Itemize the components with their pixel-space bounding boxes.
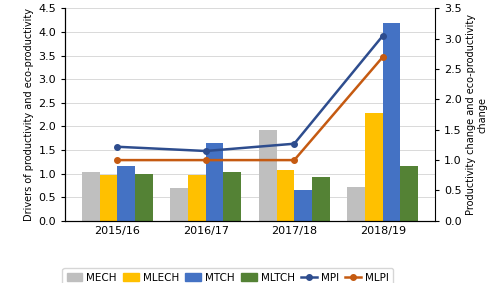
Bar (117, 166, 135, 221)
MPI (380, 34, 386, 37)
Bar (82, 172, 100, 221)
MLPI (114, 158, 120, 162)
Bar (276, 170, 294, 221)
Bar (259, 130, 276, 221)
MLPI (292, 158, 298, 162)
Bar (100, 175, 117, 221)
MPI (202, 149, 208, 153)
Bar (135, 173, 152, 221)
Y-axis label: Drivers of productivity and eco-productivity: Drivers of productivity and eco-producti… (24, 8, 34, 221)
MLPI (202, 158, 208, 162)
Bar (224, 172, 241, 221)
MPI (114, 145, 120, 149)
Legend: MECH, MLECH, MTCH, MLTCH, MPI, MLPI: MECH, MLECH, MTCH, MLTCH, MPI, MLPI (62, 268, 393, 283)
Bar (400, 166, 418, 221)
Bar (312, 177, 330, 221)
Line: MPI: MPI (114, 33, 386, 154)
Bar (188, 175, 206, 221)
Bar (294, 190, 312, 221)
Bar (170, 188, 188, 221)
MLPI (380, 55, 386, 59)
Bar (206, 143, 224, 221)
Bar (383, 23, 400, 221)
Bar (365, 113, 383, 221)
Line: MLPI: MLPI (114, 54, 386, 163)
Bar (348, 187, 365, 221)
MPI (292, 142, 298, 145)
Y-axis label: Productivity change and eco-productivity
change: Productivity change and eco-productivity… (466, 14, 487, 215)
